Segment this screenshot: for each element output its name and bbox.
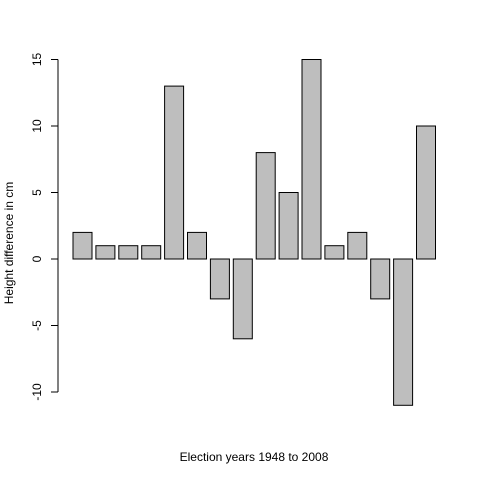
bar (141, 245, 162, 260)
bar (324, 245, 345, 260)
y-tick-label: -5 (30, 320, 44, 331)
x-axis-label: Election years 1948 to 2008 (180, 450, 329, 464)
bar (301, 59, 322, 260)
bar (393, 258, 414, 406)
bar (187, 231, 207, 260)
y-axis: -10 -5 0 5 10 15 (30, 53, 59, 401)
bar (416, 125, 436, 260)
bar (370, 258, 391, 300)
bar (232, 258, 253, 340)
bar (278, 192, 299, 260)
bar (72, 231, 93, 260)
bars (72, 59, 436, 406)
y-tick-label: 15 (30, 53, 44, 67)
y-tick-label: 5 (30, 189, 44, 196)
bar (118, 245, 139, 260)
bar (209, 258, 230, 300)
bar (164, 85, 185, 260)
y-tick-label: -10 (30, 383, 44, 401)
bar (347, 231, 368, 260)
bar (255, 152, 276, 260)
bar (95, 245, 116, 260)
y-tick-label: 0 (30, 255, 44, 262)
y-tick-label: 10 (30, 119, 44, 133)
y-axis-label: Height difference in cm (2, 182, 16, 305)
